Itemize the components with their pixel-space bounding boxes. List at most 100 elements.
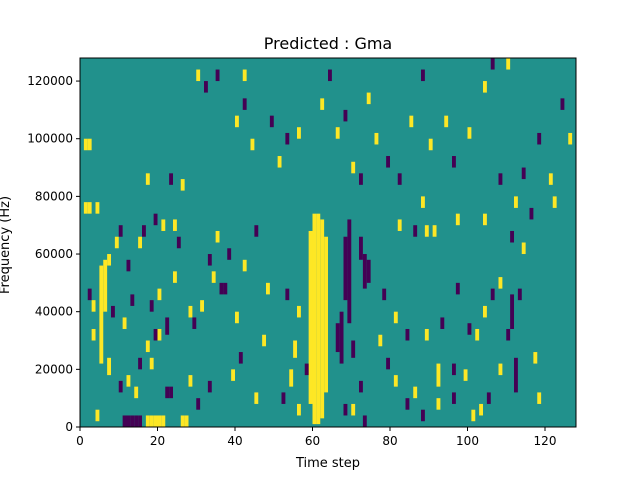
heatmap-cell bbox=[180, 179, 185, 191]
heatmap-cell bbox=[436, 398, 441, 410]
heatmap-cell bbox=[161, 415, 166, 427]
heatmap-cell bbox=[552, 196, 557, 208]
heatmap-cell bbox=[95, 409, 100, 422]
heatmap-cell bbox=[452, 392, 456, 404]
heatmap-cell bbox=[138, 357, 143, 370]
heatmap-cell bbox=[176, 236, 181, 249]
heatmap-cell bbox=[207, 254, 212, 266]
heatmap-cell bbox=[145, 340, 150, 353]
heatmap-cell bbox=[153, 415, 158, 427]
heatmap-cell bbox=[87, 288, 92, 301]
heatmap-cell bbox=[173, 219, 177, 231]
heatmap-cell bbox=[242, 69, 247, 82]
heatmap-cell bbox=[242, 259, 247, 272]
heatmap-cell bbox=[529, 207, 534, 220]
heatmap-cell bbox=[277, 156, 282, 168]
heatmap-cell bbox=[479, 403, 484, 416]
heatmap-cell bbox=[157, 288, 162, 301]
heatmap-cell bbox=[83, 202, 88, 214]
heatmap-cell bbox=[510, 230, 515, 243]
heatmap-cell bbox=[351, 403, 356, 416]
heatmap-cell bbox=[297, 127, 301, 139]
heatmap-cell bbox=[405, 398, 410, 410]
heatmap-cell bbox=[428, 138, 433, 151]
heatmap-cell bbox=[475, 328, 480, 341]
heatmap-cell bbox=[467, 323, 472, 335]
heatmap-cell bbox=[560, 98, 565, 110]
y-tick-label: 100000 bbox=[27, 132, 73, 146]
x-axis-label: Time step bbox=[295, 456, 360, 471]
heatmap-cell bbox=[483, 213, 487, 226]
heatmap-cell bbox=[455, 282, 460, 295]
heatmap-cell bbox=[424, 225, 429, 237]
heatmap-cell bbox=[490, 58, 495, 70]
y-axis-label: Frequency (Hz) bbox=[0, 196, 13, 294]
heatmap-cell bbox=[490, 288, 495, 301]
heatmap-cell bbox=[118, 225, 123, 237]
heatmap-cell bbox=[386, 357, 391, 370]
heatmap-cell bbox=[138, 236, 143, 249]
x-axis: 0 20 40 60 80 100 120 bbox=[76, 427, 556, 448]
heatmap-cell bbox=[149, 300, 154, 312]
heatmap-cell bbox=[506, 58, 511, 70]
heatmap-cell bbox=[324, 236, 329, 393]
heatmap-cell bbox=[297, 305, 301, 318]
y-tick-label: 0 bbox=[65, 420, 73, 434]
heatmap-cell bbox=[207, 380, 212, 393]
heatmap-cell bbox=[498, 277, 503, 289]
heatmap-cell bbox=[196, 398, 201, 410]
heatmap-cell bbox=[320, 219, 325, 419]
heatmap-cell bbox=[312, 213, 317, 425]
heatmap-cell bbox=[285, 288, 290, 301]
heatmap-cell bbox=[293, 340, 298, 358]
heatmap-cell bbox=[200, 300, 205, 312]
heatmap-cell bbox=[320, 98, 325, 110]
heatmap-cell bbox=[107, 357, 112, 376]
heatmap-cell bbox=[351, 161, 356, 174]
heatmap-cell bbox=[122, 415, 127, 427]
plot-area bbox=[79, 57, 577, 428]
heatmap-cell bbox=[227, 248, 232, 260]
heatmap-cell bbox=[111, 305, 115, 318]
x-tick-label: 0 bbox=[76, 434, 84, 448]
heatmap-cell bbox=[169, 386, 174, 399]
heatmap-cell bbox=[347, 219, 352, 324]
heatmap-cell bbox=[343, 236, 348, 301]
x-tick-label: 20 bbox=[150, 434, 165, 448]
heatmap-cell bbox=[281, 392, 286, 404]
heatmap-cell bbox=[169, 173, 174, 185]
chart-title: Predicted : Gma bbox=[264, 34, 392, 53]
heatmap-cell bbox=[335, 127, 340, 139]
heatmap-cell bbox=[126, 415, 131, 427]
heatmap-cell bbox=[463, 369, 468, 381]
heatmap-cell bbox=[413, 225, 418, 237]
y-tick-label: 20000 bbox=[35, 362, 73, 376]
heatmap-cell bbox=[114, 236, 119, 249]
y-tick-label: 120000 bbox=[27, 74, 73, 88]
heatmap-cell bbox=[262, 334, 267, 347]
heatmap-cell bbox=[467, 127, 472, 139]
heatmap-cell bbox=[134, 415, 139, 427]
heatmap-cell bbox=[180, 415, 185, 427]
heatmap-cell bbox=[122, 317, 127, 329]
heatmap-cell bbox=[215, 230, 220, 243]
heatmap-cell bbox=[289, 369, 294, 387]
heatmap-cell bbox=[126, 375, 131, 387]
heatmap-cell bbox=[157, 328, 162, 341]
heatmap-cell bbox=[498, 363, 503, 376]
heatmap-cell bbox=[254, 225, 259, 237]
heatmap-cell bbox=[421, 196, 425, 208]
heatmap-cell bbox=[215, 69, 220, 82]
heatmap-cell bbox=[328, 69, 332, 82]
heatmap-cell bbox=[107, 254, 112, 266]
heatmap-cell bbox=[359, 236, 363, 260]
heatmap-cell bbox=[149, 415, 154, 427]
heatmap-cell bbox=[510, 294, 515, 329]
heatmap-cell bbox=[452, 156, 456, 168]
heatmap-cell bbox=[436, 363, 441, 387]
y-tick-label: 60000 bbox=[35, 247, 73, 261]
heatmap-cell bbox=[424, 328, 429, 341]
heatmap-cell bbox=[157, 415, 162, 427]
heatmap-cell bbox=[366, 92, 371, 105]
heatmap-cell bbox=[432, 225, 437, 237]
